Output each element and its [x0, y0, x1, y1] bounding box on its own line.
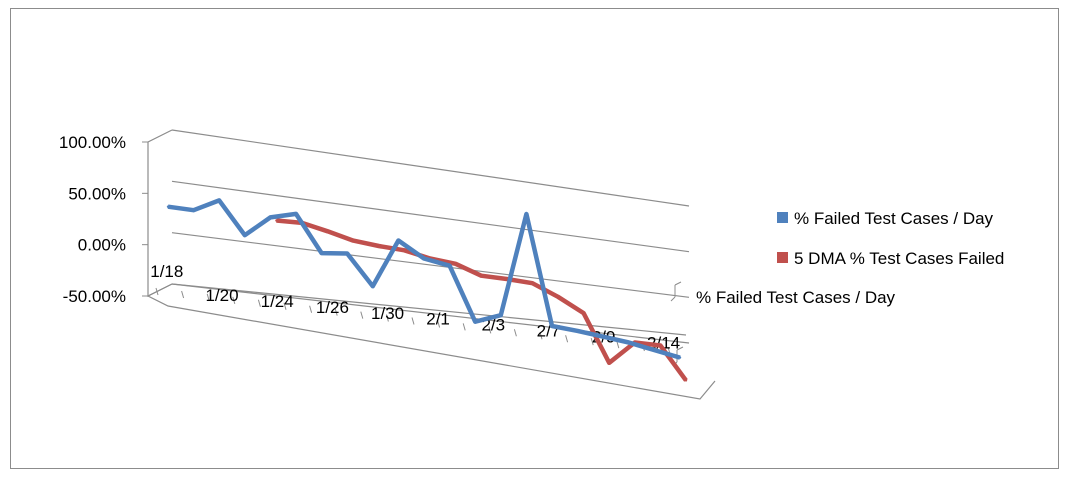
- x-tick-mark: [539, 332, 543, 340]
- depth-tick-mark: [670, 281, 682, 302]
- y-tick-label: 100.00%: [59, 133, 126, 152]
- x-tick-mark: [155, 287, 159, 296]
- gridline: [171, 283, 690, 344]
- x-tick-mark: [334, 308, 338, 316]
- data-point-5dma: [659, 344, 662, 347]
- x-tick-mark: [385, 314, 389, 322]
- x-tick-mark: [565, 335, 569, 343]
- x-tick-label: 2/1: [426, 310, 450, 329]
- chart-frame: [10, 8, 1059, 469]
- x-tick-label: 1/26: [316, 298, 349, 317]
- series-line-failed-per-day: [167, 198, 681, 360]
- data-point-5dma: [403, 249, 406, 252]
- x-tick-label: 2/7: [537, 321, 561, 340]
- depth-axis-label: % Failed Test Cases / Day: [696, 288, 896, 307]
- data-point-5dma: [480, 274, 483, 277]
- x-tick-label: 2/14: [647, 333, 680, 352]
- data-point-5dma: [377, 244, 380, 248]
- legend: % Failed Test Cases / Day 5 DMA % Test C…: [777, 209, 1004, 268]
- x-tick-mark: [488, 326, 492, 334]
- data-point-5dma: [684, 379, 688, 382]
- x-tick-label: 1/18: [150, 262, 183, 281]
- x-tick-label: 1/30: [371, 304, 404, 323]
- x-tick-mark: [590, 338, 594, 346]
- y-tick-label: -50.00%: [63, 287, 126, 306]
- data-point-5dma: [454, 262, 457, 265]
- gridline: [171, 180, 690, 253]
- x-tick-mark: [309, 305, 313, 313]
- x-tick-mark: [462, 323, 466, 331]
- x-axis-tick-labels: 1/18 1/20 1/24 1/26 1/30 2/1 2/3 2/7 2/9…: [150, 262, 680, 352]
- data-point-5dma: [608, 361, 611, 364]
- data-point-5dma: [531, 282, 534, 285]
- x-tick-label: 1/24: [261, 292, 294, 311]
- x-tick-mark: [283, 302, 287, 310]
- gridline: [171, 232, 690, 298]
- gridline: [171, 129, 690, 207]
- x-tick-label: 1/20: [205, 286, 238, 305]
- data-point-5dma: [352, 239, 355, 242]
- x-tick-mark: [616, 340, 620, 349]
- data-point-5dma: [275, 219, 278, 222]
- x-tick-mark: [437, 320, 441, 328]
- x-tick-mark: [360, 311, 364, 319]
- data-point-5dma: [505, 277, 508, 281]
- x-tick-mark: [411, 317, 415, 325]
- y-tick-label: 0.00%: [78, 236, 126, 255]
- series-layer: [166, 198, 688, 382]
- y-tick-label: 50.00%: [68, 184, 126, 203]
- x-tick-mark: [206, 293, 210, 302]
- floor-edge: [146, 283, 716, 400]
- data-point-5dma: [582, 311, 585, 315]
- data-point-5dma: [326, 230, 329, 233]
- data-point-5dma: [556, 295, 560, 298]
- x-tick-mark: [232, 296, 236, 304]
- legend-swatch-5dma: [777, 252, 788, 263]
- x-tick-mark: [181, 290, 185, 299]
- y-axis-tick-labels: 100.00% 50.00% 0.00% -50.00%: [59, 133, 126, 306]
- legend-swatch-failed-per-day: [777, 212, 788, 223]
- legend-label-5dma: 5 DMA % Test Cases Failed: [794, 249, 1004, 268]
- x-tick-mark: [257, 299, 261, 307]
- x-tick-mark: [513, 329, 517, 337]
- gridlines: [142, 129, 690, 344]
- floor-back-edge: [171, 283, 687, 336]
- legend-label-failed-per-day: % Failed Test Cases / Day: [794, 209, 994, 228]
